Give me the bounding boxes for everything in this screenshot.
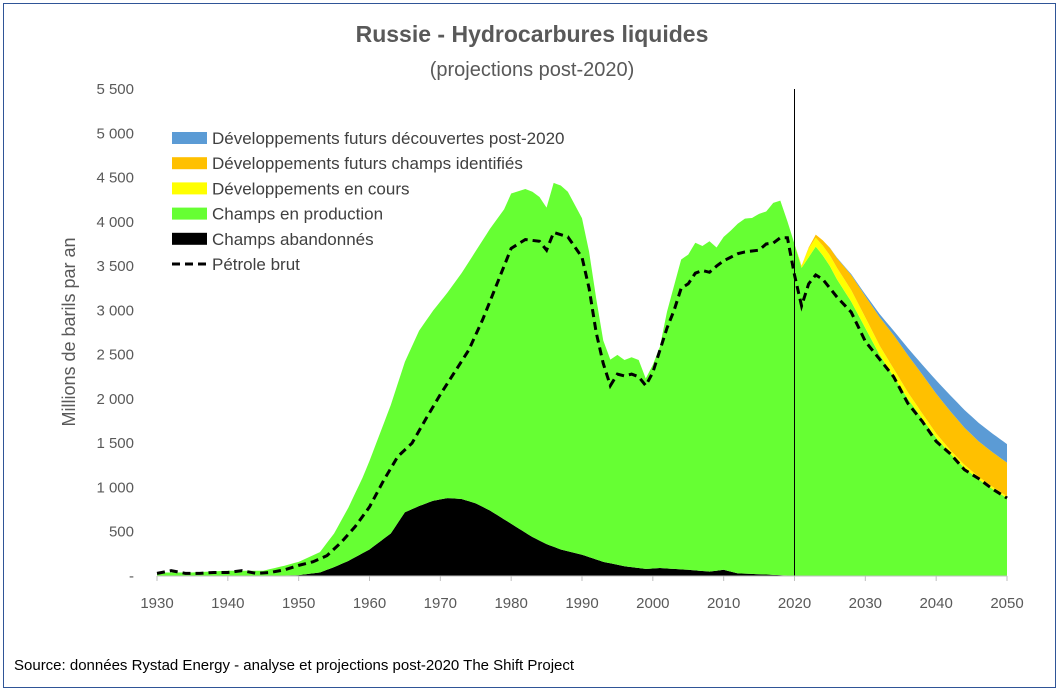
axes: - 500 1 000 1 500 2 000 2 500 3 000 3 500 4 000 4… [96, 81, 1023, 612]
legend-label: Développements futurs champs identifiés [212, 154, 523, 173]
y-tick-label: 3 000 [96, 302, 134, 319]
legend-swatch [172, 232, 207, 245]
x-tick-label: 2030 [849, 595, 882, 612]
x-tick-label: 2000 [636, 595, 669, 612]
legend-label: Champs en production [212, 205, 383, 224]
x-tick-label: 2010 [707, 595, 740, 612]
y-tick-label: 2 000 [96, 391, 134, 408]
area-champs-abandonnes [157, 498, 1007, 576]
y-axis-label: Millions de barils par an [59, 237, 79, 426]
x-tick-label: 1950 [282, 595, 315, 612]
legend-swatch [172, 132, 207, 144]
y-tick-label: 4 500 [96, 170, 134, 187]
x-tick-label: 1930 [140, 595, 173, 612]
legend-label: Champs abandonnés [212, 230, 374, 249]
chart-subtitle: (projections post-2020) [430, 59, 635, 81]
legend-swatch [172, 182, 207, 195]
x-tick-label: 1990 [565, 595, 598, 612]
y-tick-label: 2 500 [96, 347, 134, 364]
y-tick-label: 1 000 [96, 479, 134, 496]
source-note: Source: données Rystad Energy - analyse … [14, 657, 575, 674]
y-tick-label: 5 500 [96, 81, 134, 98]
x-tick-label: 1980 [494, 595, 527, 612]
y-tick-label: - [129, 568, 134, 585]
x-tick-label: 2040 [919, 595, 952, 612]
y-tick-label: 4 000 [96, 214, 134, 231]
legend-label: Développements en cours [212, 179, 410, 198]
chart-title: Russie - Hydrocarbures liquides [356, 21, 709, 47]
y-tick-label: 5 000 [96, 125, 134, 142]
legend-label: Pétrole brut [212, 255, 300, 274]
x-tick-label: 1940 [211, 595, 244, 612]
x-tick-label: 1960 [353, 595, 386, 612]
x-tick-label: 2020 [778, 595, 811, 612]
y-tick-label: 1 500 [96, 435, 134, 452]
legend-label: Développements futurs découvertes post-2… [212, 129, 564, 148]
area-layers [156, 89, 1008, 577]
y-tick-label: 500 [109, 524, 134, 541]
legend: Développements futurs découvertes post-2… [172, 129, 564, 274]
legend-swatch [172, 157, 207, 170]
legend-swatch [172, 207, 207, 220]
x-tick-label: 2050 [990, 595, 1023, 612]
x-tick-label: 1970 [424, 595, 457, 612]
y-tick-label: 3 500 [96, 258, 134, 275]
